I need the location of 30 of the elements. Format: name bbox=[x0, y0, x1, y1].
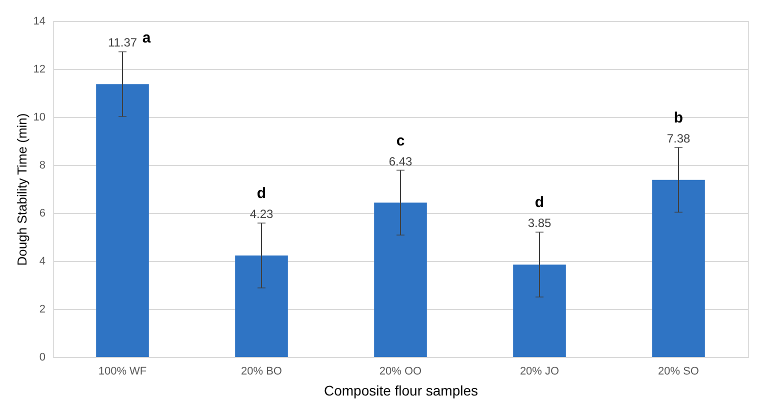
y-tick-label: 0 bbox=[39, 352, 46, 364]
y-tick-label: 10 bbox=[33, 112, 46, 124]
y-tick-label: 8 bbox=[39, 160, 46, 172]
data-label: 6.43 bbox=[388, 154, 412, 168]
annotation: d bbox=[534, 194, 544, 212]
x-tick-label: 20% JO bbox=[520, 366, 560, 378]
y-tick-label: 6 bbox=[39, 208, 46, 220]
data-label: 3.85 bbox=[528, 216, 552, 230]
y-axis-title: Dough Stability Time (min) bbox=[14, 113, 30, 266]
bar bbox=[96, 84, 149, 357]
y-tick-label: 14 bbox=[33, 16, 46, 28]
bar bbox=[513, 264, 566, 357]
annotation: b bbox=[674, 109, 684, 126]
data-label: 4.23 bbox=[250, 207, 274, 222]
annotation: a bbox=[142, 30, 152, 47]
x-tick-label: 20% OO bbox=[379, 366, 422, 378]
bar bbox=[652, 180, 705, 357]
bar bbox=[235, 255, 288, 357]
data-label: 11.37 bbox=[108, 36, 138, 50]
annotation: c bbox=[396, 132, 405, 150]
data-label: 7.38 bbox=[666, 131, 690, 146]
bar bbox=[374, 202, 427, 357]
annotation: d bbox=[256, 185, 266, 202]
x-axis-title: Composite flour samples bbox=[324, 382, 478, 398]
y-tick-label: 2 bbox=[39, 304, 46, 316]
y-tick-label: 4 bbox=[39, 256, 46, 268]
x-tick-label: 20% BO bbox=[241, 366, 282, 378]
y-tick-label: 12 bbox=[33, 64, 46, 76]
x-tick-label: 20% SO bbox=[658, 366, 700, 378]
x-tick-label: 100% WF bbox=[98, 366, 147, 378]
